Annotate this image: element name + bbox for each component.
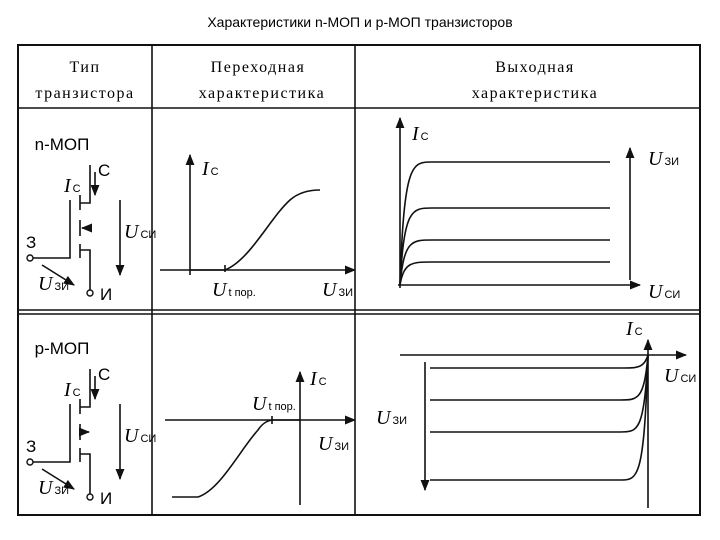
symbol: U xyxy=(648,148,664,170)
symbol: U xyxy=(124,221,140,243)
symbol: U xyxy=(318,433,334,455)
symbol: I xyxy=(625,318,634,340)
symbol: U xyxy=(252,393,268,415)
subscript: С xyxy=(73,387,81,399)
symbol: I xyxy=(201,158,210,180)
subscript: СИ xyxy=(140,229,156,241)
symbol: U xyxy=(38,477,54,499)
curve xyxy=(190,189,321,271)
source-lead xyxy=(80,453,91,494)
voltage-label: U СИ xyxy=(124,425,156,447)
curve xyxy=(430,354,649,481)
drain-label: С xyxy=(98,365,110,384)
axis-label: U ЗИ xyxy=(318,433,349,455)
title: Характеристики n-МОП и р-МОП транзисторо… xyxy=(207,14,512,30)
subscript: t пор. xyxy=(268,401,295,413)
subscript: ЗИ xyxy=(54,281,69,293)
voltage-label: U СИ xyxy=(124,221,156,243)
symbol: I xyxy=(411,123,420,145)
gate-label: З xyxy=(26,233,36,252)
source-lead xyxy=(80,249,91,290)
subscript: СИ xyxy=(664,289,680,301)
header: Выходная xyxy=(495,59,575,76)
subscript: ЗИ xyxy=(334,441,349,453)
curve xyxy=(430,354,649,369)
header: Переходная xyxy=(211,59,306,76)
subscript: СИ xyxy=(140,433,156,445)
gate-lead xyxy=(30,200,71,259)
symbol: U xyxy=(124,425,140,447)
curve xyxy=(430,354,649,401)
subscript: С xyxy=(319,376,327,388)
subscript: С xyxy=(211,166,219,178)
curve xyxy=(399,161,610,286)
symbol: U xyxy=(38,273,54,295)
subscript: ЗИ xyxy=(338,287,353,299)
symbol: U xyxy=(664,365,680,387)
curve xyxy=(399,261,610,286)
subscript: ЗИ xyxy=(54,485,69,497)
header: характеристика xyxy=(472,85,599,102)
axis-label: U ЗИ xyxy=(376,407,407,429)
curve xyxy=(399,207,610,286)
subscript: СИ xyxy=(680,373,696,385)
source-label: И xyxy=(100,489,112,508)
terminal xyxy=(26,458,34,466)
axis-label: U ЗИ xyxy=(648,148,679,170)
subscript: С xyxy=(73,183,81,195)
axis-label: U СИ xyxy=(664,365,696,387)
transistor-type: n-МОП xyxy=(35,135,90,154)
subscript: С xyxy=(635,326,643,338)
symbol: U xyxy=(322,279,338,301)
symbol: U xyxy=(212,279,228,301)
subscript: С xyxy=(421,131,429,143)
header: транзистора xyxy=(35,85,134,102)
terminal xyxy=(86,289,94,297)
voltage-arrow xyxy=(41,468,75,490)
voltage-arrow xyxy=(41,264,75,286)
gate-label: З xyxy=(26,437,36,456)
axis-label: U ЗИ xyxy=(322,279,353,301)
subscript: t пор. xyxy=(228,287,255,299)
axis-label: U СИ xyxy=(648,281,680,303)
terminal xyxy=(86,493,94,501)
source-label: И xyxy=(100,285,112,304)
curve xyxy=(430,354,649,433)
drain-label: С xyxy=(98,161,110,180)
gate-lead xyxy=(30,404,71,463)
curve xyxy=(172,419,300,498)
symbol: I xyxy=(309,368,318,390)
header: Тип xyxy=(70,59,101,76)
symbol: I xyxy=(63,175,72,197)
subscript: ЗИ xyxy=(392,415,407,427)
transistor-type: p-МОП xyxy=(35,339,90,358)
terminal xyxy=(26,254,34,262)
table-border xyxy=(17,44,701,516)
symbol: I xyxy=(63,379,72,401)
voltage-label: U ЗИ xyxy=(38,273,69,295)
header: характеристика xyxy=(199,85,326,102)
symbol: U xyxy=(648,281,664,303)
symbol: U xyxy=(376,407,392,429)
drain-lead xyxy=(80,369,91,408)
voltage-label: U ЗИ xyxy=(38,477,69,499)
drain-lead xyxy=(80,165,91,204)
subscript: ЗИ xyxy=(664,156,679,168)
curve xyxy=(399,239,610,286)
